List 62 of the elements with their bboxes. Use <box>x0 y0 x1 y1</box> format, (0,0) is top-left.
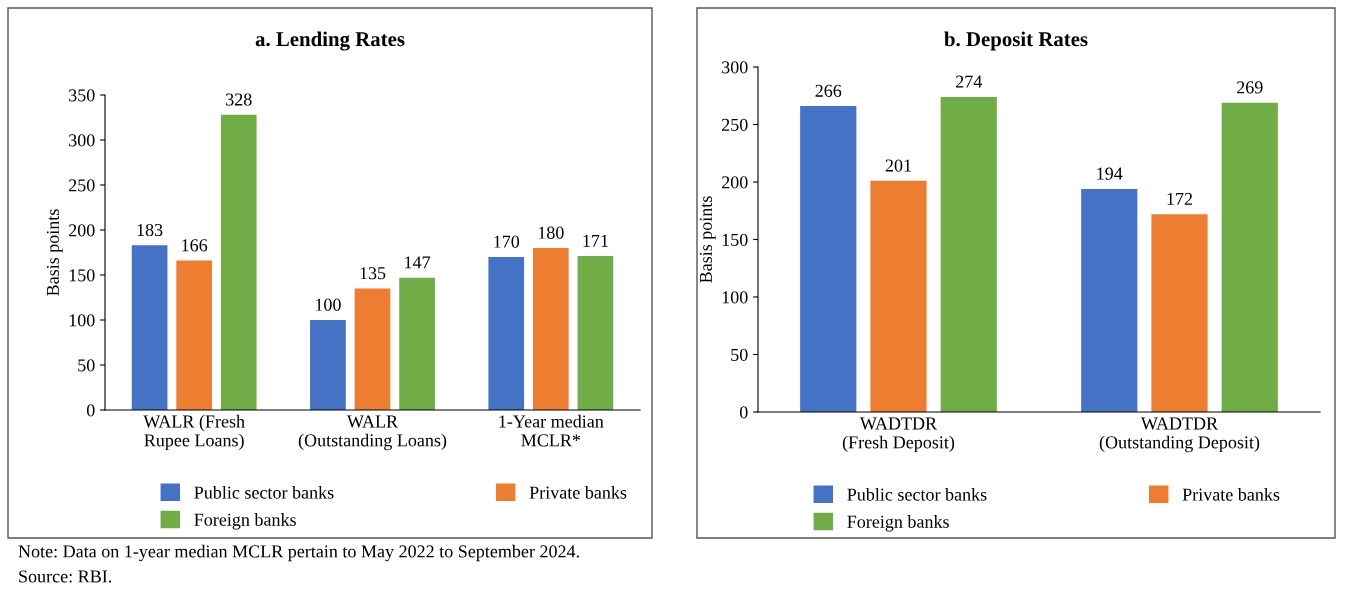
legend-label: Public sector banks <box>194 485 334 499</box>
bar <box>870 180 927 412</box>
data-label: 147 <box>405 256 431 269</box>
bar <box>488 257 525 410</box>
y-axis-title: Basis points <box>46 209 63 296</box>
y-tick-label: 0 <box>86 404 95 417</box>
y-tick-label: 50 <box>731 348 748 361</box>
legend-label: Private banks <box>1182 487 1280 501</box>
y-tick-label: 200 <box>68 224 95 237</box>
bar <box>399 277 435 410</box>
data-label: 172 <box>1167 192 1193 205</box>
y-tick-label: 250 <box>721 118 748 131</box>
bar <box>354 288 391 410</box>
data-label: 135 <box>360 267 386 280</box>
x-tick-label: WADTDR (Outstanding Deposit) <box>1099 417 1260 453</box>
source-note: Source: RBI. <box>19 570 112 583</box>
legend-label: Foreign banks <box>847 515 949 532</box>
bar <box>800 106 857 412</box>
bar <box>131 245 168 410</box>
y-tick-label: 200 <box>721 176 748 189</box>
bar <box>1151 214 1208 412</box>
y-tick-label: 250 <box>68 179 95 192</box>
legend-label: Private banks <box>529 485 627 499</box>
y-axis-title: Basis points <box>699 196 716 283</box>
data-label: 201 <box>885 159 911 172</box>
bar <box>176 260 212 410</box>
y-tick-label: 150 <box>722 233 748 246</box>
x-tick-label: 1-Year median MCLR* <box>499 414 604 447</box>
y-tick-label: 300 <box>722 61 748 74</box>
data-label: 100 <box>315 298 341 311</box>
y-tick-label: 100 <box>722 291 748 304</box>
legend-label: Foreign banks <box>194 513 296 530</box>
x-tick-label: WALR (Outstanding Loans) <box>298 415 447 451</box>
data-label: 171 <box>583 234 608 247</box>
data-label: 183 <box>137 223 163 237</box>
y-tick-label: 300 <box>69 134 95 147</box>
y-tick-label: 0 <box>739 406 748 419</box>
y-tick-label: 350 <box>69 89 95 102</box>
legend-label: Public sector banks <box>847 487 987 501</box>
data-label: 269 <box>1237 81 1263 94</box>
bar <box>220 114 257 410</box>
x-tick-label: WALR (Fresh Rupee Loans) <box>143 414 245 451</box>
chart-title: b. Deposit Rates <box>944 31 1088 51</box>
x-tick-label: WADTDR (Fresh Deposit) <box>842 417 955 453</box>
bar <box>577 256 614 410</box>
data-label: 274 <box>956 75 983 88</box>
chart-title: a. Lending Rates <box>255 31 405 51</box>
text: Note: Data on 1-year median MCLR pertain to May 2022 to September 2024. <box>18 544 579 562</box>
data-label: 170 <box>494 235 520 248</box>
y-tick-label: 150 <box>69 269 95 282</box>
bar <box>940 96 997 412</box>
bar <box>1221 102 1278 412</box>
bar <box>533 248 569 410</box>
data-label: 180 <box>538 226 564 239</box>
bar <box>1081 188 1138 412</box>
data-label: 266 <box>815 84 842 97</box>
y-tick-label: 50 <box>78 359 95 372</box>
y-tick-label: 100 <box>69 314 95 327</box>
bar <box>310 320 346 410</box>
data-label: 328 <box>226 93 252 106</box>
data-label: 194 <box>1097 167 1123 180</box>
data-label: 166 <box>182 239 208 252</box>
